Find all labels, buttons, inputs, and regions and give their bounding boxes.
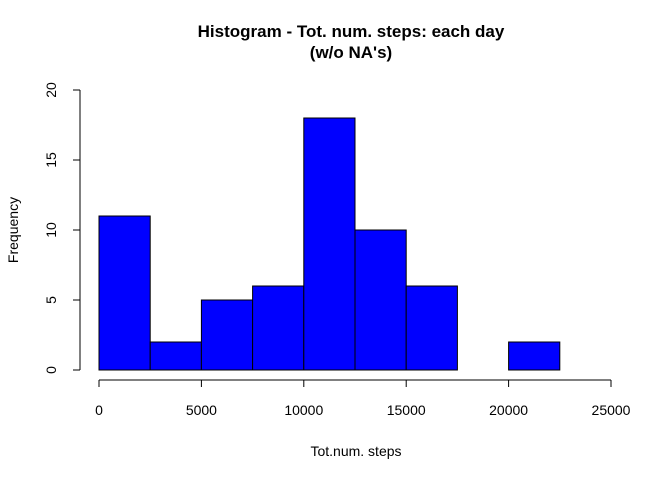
y-axis: 0 5 10 15 20 — [43, 82, 81, 374]
x-tick-label: 25000 — [592, 402, 631, 418]
y-tick-label: 20 — [43, 82, 59, 98]
x-axis-label: Tot.num. steps — [310, 443, 401, 459]
chart-subtitle: (w/o NA's) — [310, 43, 392, 62]
x-axis: 0 5000 10000 15000 20000 25000 — [95, 379, 631, 418]
histogram-bar — [149, 341, 202, 371]
x-tick-label: 15000 — [387, 402, 426, 418]
histogram-bar — [303, 117, 356, 371]
histogram-bar — [252, 285, 305, 371]
x-tick-label: 5000 — [186, 402, 217, 418]
y-tick-label: 10 — [43, 222, 59, 238]
y-tick-label: 15 — [43, 152, 59, 168]
y-tick-label: 0 — [43, 366, 59, 374]
bars-group — [98, 117, 561, 371]
x-tick-label: 0 — [95, 402, 103, 418]
histogram-bar — [354, 229, 407, 371]
histogram-bar — [200, 299, 254, 371]
chart-title: Histogram - Tot. num. steps: each day — [198, 22, 505, 41]
x-tick-label: 10000 — [284, 402, 323, 418]
histogram-bar — [98, 215, 151, 371]
histogram-bar — [508, 341, 561, 371]
y-tick-label: 5 — [43, 296, 59, 304]
y-axis-label: Frequency — [5, 197, 21, 263]
histogram-bar — [405, 285, 458, 371]
x-tick-label: 20000 — [489, 402, 528, 418]
